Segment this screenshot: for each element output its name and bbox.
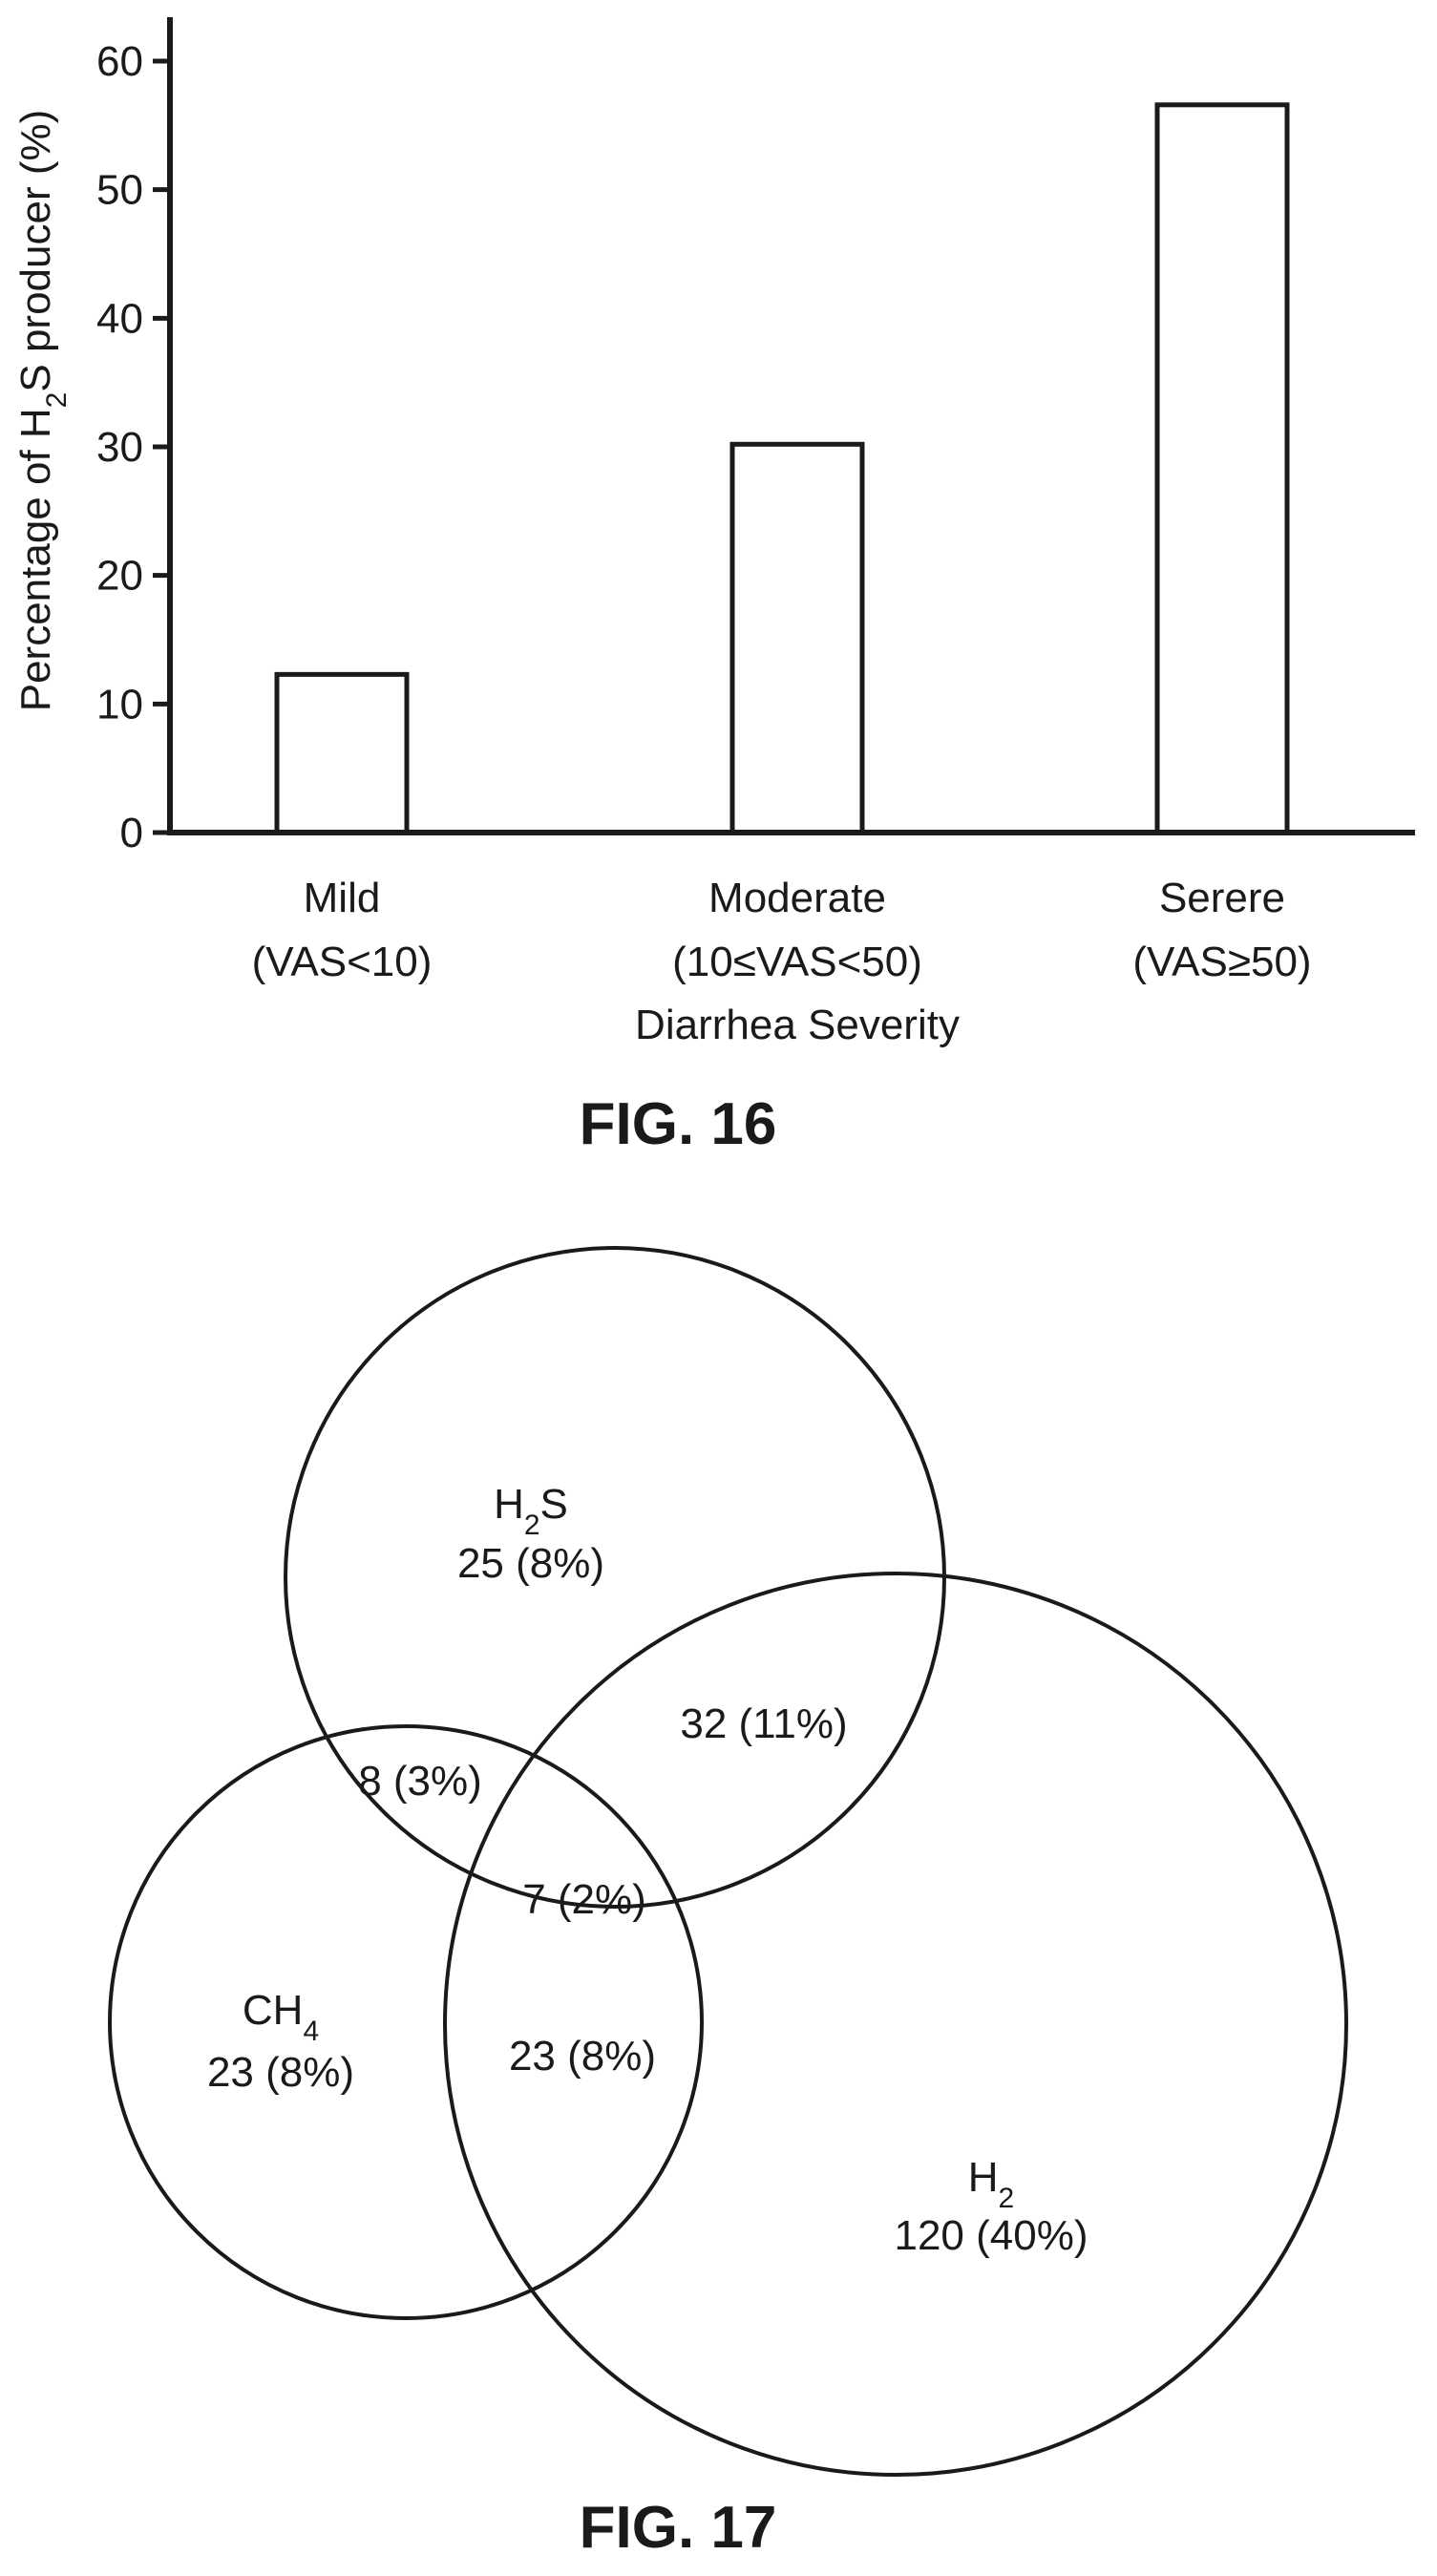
y-axis-title-subscript: 2: [41, 392, 73, 409]
h2-set-name: H2: [968, 2154, 1014, 2214]
h2-name-main: H: [968, 2154, 999, 2201]
y-tick-label: 50: [96, 167, 143, 214]
ch4-name-main: CH: [243, 1987, 304, 2034]
x-tick-sublabel: (10≤VAS<50): [672, 939, 922, 985]
h2s-count: 25 (8%): [457, 1540, 604, 1587]
y-tick-label: 10: [96, 681, 143, 728]
y-tick-label: 40: [96, 295, 143, 342]
y-tick-label: 30: [96, 424, 143, 471]
bar-chart: Percentage of H2S producer (%) 0 10 20 30 40…: [12, 17, 1415, 1157]
ch4-h2-intersection: 23 (8%): [509, 2033, 656, 2080]
y-axis-title: Percentage of H2S producer (%): [12, 110, 73, 712]
h2s-name-rest: S: [540, 1481, 568, 1528]
h2-count: 120 (40%): [894, 2212, 1088, 2259]
bar-serere: [1154, 102, 1290, 835]
h2s-name-subscript: 2: [524, 1510, 540, 1541]
bar-moderate: [729, 441, 865, 835]
bars: [274, 102, 1290, 835]
x-tick-label: Moderate: [708, 875, 886, 921]
y-tick-label: 20: [96, 553, 143, 600]
ch4-name-subscript: 4: [303, 2016, 319, 2047]
h2s-set-name: H2S: [494, 1481, 568, 1541]
x-tick-label: Serere: [1159, 875, 1285, 921]
x-tick-sublabel: (VAS≥50): [1132, 939, 1311, 985]
ch4-set-name: CH4: [243, 1987, 319, 2047]
x-axis-labels: Mild (VAS<10) Moderate (10≤VAS<50) Serere (VA…: [252, 875, 1312, 985]
h2s-name-main: H: [494, 1481, 524, 1528]
h2-name-subscript: 2: [999, 2183, 1015, 2214]
h2s-h2-intersection: 32 (11%): [680, 1700, 847, 1747]
figure-17-caption: FIG. 17: [580, 2495, 777, 2561]
ch4-circle: [108, 1724, 704, 2320]
h2s-ch4-intersection: 8 (3%): [358, 1758, 482, 1805]
y-tick-label: 0: [120, 810, 143, 856]
y-tick-label: 60: [96, 38, 143, 85]
x-axis-title: Diarrhea Severity: [635, 1002, 960, 1048]
x-tick-label: Mild: [304, 875, 381, 921]
h2-circle: [443, 1572, 1348, 2477]
y-axis-title-part1: Percentage of H: [12, 408, 59, 711]
bar-mild: [274, 671, 410, 835]
ch4-count: 23 (8%): [207, 2049, 354, 2096]
all-three-intersection: 7 (2%): [522, 1876, 646, 1923]
figure-16-caption: FIG. 16: [580, 1091, 777, 1157]
y-axis-title-part2: S producer (%): [12, 110, 59, 392]
x-tick-sublabel: (VAS<10): [252, 939, 433, 985]
